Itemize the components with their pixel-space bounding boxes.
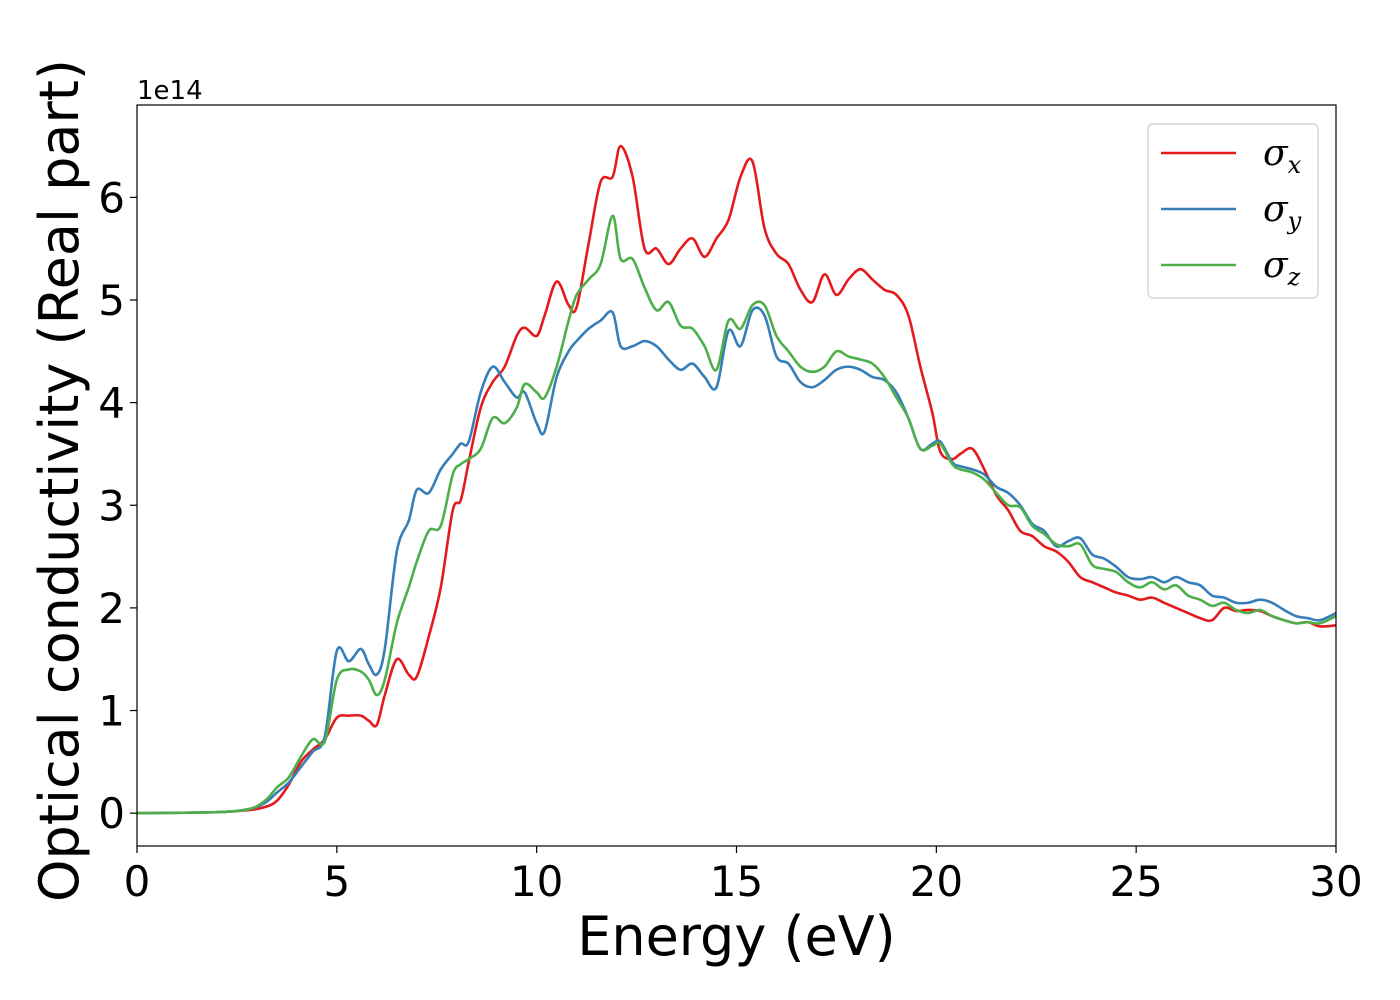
legend-label-subscript: z	[1287, 263, 1301, 291]
y-axis-title: Optical conductivity (Real part)	[28, 59, 91, 902]
series-line-sigma-y	[136, 306, 1337, 815]
y-axis-offset-label: 1e14	[137, 76, 203, 106]
y-tick-label: 0	[98, 789, 125, 838]
series-line-sigma-x	[136, 144, 1337, 815]
y-tick-label: 4	[98, 379, 125, 428]
legend-label-subscript: x	[1288, 151, 1302, 179]
x-axis-title: Energy (eV)	[577, 905, 896, 968]
legend-box	[1147, 123, 1319, 299]
x-tick-label: 0	[124, 857, 151, 906]
y-tick-label: 6	[98, 173, 125, 222]
x-tick-label: 20	[910, 857, 963, 906]
y-tick-label: 2	[98, 584, 125, 633]
x-axis-ticks: 0 5 10 15 20 25 30	[124, 846, 1363, 906]
y-tick-label: 5	[98, 276, 125, 325]
x-tick-label: 5	[323, 857, 350, 906]
y-tick-label: 1	[98, 687, 125, 736]
x-tick-label: 25	[1109, 857, 1162, 906]
legend-label-subscript: y	[1287, 207, 1302, 235]
y-tick-label: 3	[98, 481, 125, 530]
series-line-sigma-z	[136, 214, 1337, 815]
y-axis-ticks: 0 1 2 3 4 5 6	[98, 173, 137, 838]
x-tick-label: 10	[510, 857, 563, 906]
x-tick-label: 30	[1309, 857, 1362, 906]
x-tick-label: 15	[710, 857, 763, 906]
series-layer	[136, 144, 1337, 815]
